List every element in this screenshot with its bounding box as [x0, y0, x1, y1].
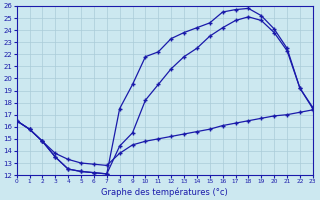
X-axis label: Graphe des températures (°c): Graphe des températures (°c) — [101, 187, 228, 197]
